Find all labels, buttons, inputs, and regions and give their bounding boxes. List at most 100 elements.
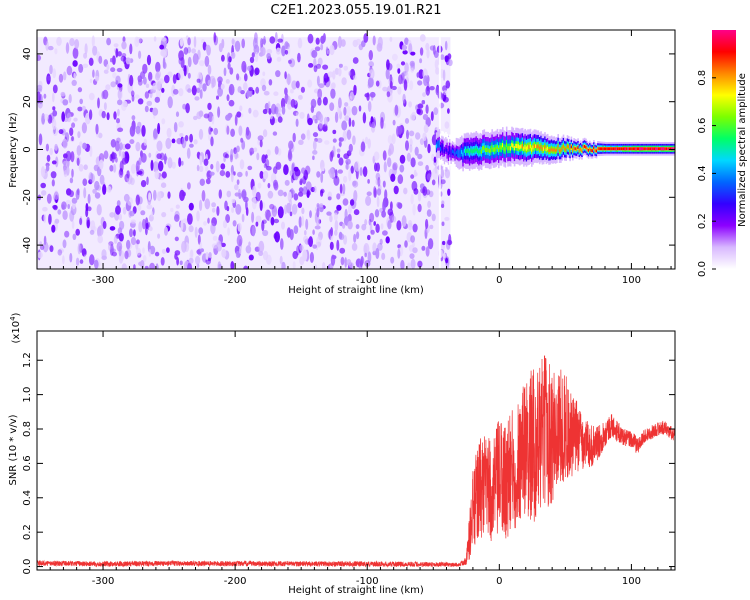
spectrogram-signal-cell: [672, 147, 674, 151]
spectrogram-noise-blob: [124, 250, 129, 260]
spectrogram-noise-blob: [180, 219, 184, 231]
spectrogram-noise-blob: [329, 241, 334, 251]
spectrogram-noise-blob: [297, 202, 303, 209]
spectrogram-noise-blob: [46, 154, 51, 162]
spectrogram-noise-blob: [249, 151, 253, 156]
spectrogram-noise-blob: [118, 213, 122, 221]
spectrogram-noise-blob: [387, 148, 392, 157]
spectrogram-noise-blob: [445, 80, 451, 89]
spectrogram-noise-blob: [154, 170, 160, 180]
spectrogram-noise-blob: [332, 138, 337, 143]
spectrogram-noise-blob: [222, 152, 228, 158]
spectrogram-noise-blob: [390, 201, 393, 211]
snr-x-tick-label: -100: [356, 576, 379, 587]
spectrogram-signal-cell: [480, 149, 483, 154]
spectrogram-signal-cell: [644, 147, 647, 151]
spectrogram-noise-blob: [425, 42, 430, 51]
spectrogram-noise-blob: [161, 248, 167, 254]
spectrogram-noise-blob: [156, 153, 162, 160]
spectrogram-noise-blob: [136, 239, 140, 245]
spectrogram-noise-blob: [432, 45, 436, 55]
spectrogram-noise-blob: [184, 135, 189, 142]
spectrogram-noise-blob: [269, 36, 276, 44]
spectrogram-noise-blob: [277, 206, 284, 219]
spectrogram-noise-blob: [306, 129, 310, 137]
spectrogram-noise-blob: [261, 220, 265, 232]
spectrogram-signal-cell: [649, 147, 652, 151]
spectrogram-x-tick-label: 0: [496, 275, 502, 286]
spectrogram-noise-blob: [311, 50, 318, 58]
spectrogram-noise-blob: [78, 164, 84, 172]
spectrogram-noise-blob: [199, 155, 203, 166]
spectrogram-noise-blob: [370, 229, 375, 235]
spectrogram-signal-cell: [459, 151, 462, 155]
spectrogram-noise-blob: [351, 119, 355, 127]
spectrogram-signal-cell: [478, 150, 480, 155]
spectrogram-noise-blob: [432, 167, 438, 180]
spectrogram-signal-cell: [495, 146, 497, 151]
spectrogram-signal-cell: [491, 145, 493, 150]
snr-x-tick-label: 100: [622, 576, 641, 587]
spectrogram-signal-cell: [474, 148, 476, 153]
spectrogram-signal-cell: [542, 147, 545, 151]
spectrogram-signal-cell: [635, 147, 637, 151]
spectrogram-noise-blob: [314, 225, 321, 230]
spectrogram-noise-blob: [252, 109, 259, 118]
spectrogram-noise-blob: [424, 227, 428, 240]
spectrogram-noise-blob: [369, 69, 374, 79]
spectrogram-noise-blob: [367, 251, 372, 263]
spectrogram-noise-blob: [265, 254, 272, 265]
spectrogram-noise-blob: [117, 108, 120, 117]
spectrogram-noise-blob: [157, 191, 162, 202]
spectrogram-noise-blob: [361, 223, 367, 231]
spectrogram-signal-cell: [624, 147, 627, 151]
spectrogram-noise-blob: [208, 126, 212, 135]
spectrogram-noise-blob: [203, 158, 209, 166]
spectrogram-signal-cell: [435, 144, 438, 148]
spectrogram-signal-cell: [653, 147, 656, 151]
spectrogram-signal-cell: [546, 146, 549, 151]
spectrogram-noise-blob: [76, 157, 80, 166]
spectrogram-signal-cell: [465, 149, 467, 154]
spectrogram-signal-cell: [668, 147, 670, 151]
spectrogram-noise-blob: [411, 180, 418, 192]
spectrogram-noise-blob: [138, 38, 143, 44]
spectrogram-noise-blob: [251, 52, 255, 58]
spectrogram-noise-blob: [416, 72, 420, 78]
spectrogram-noise-blob: [236, 179, 240, 185]
spectrogram-noise-blob: [142, 247, 145, 254]
spectrogram-noise-blob: [178, 69, 184, 80]
spectrogram-noise-blob: [223, 67, 227, 77]
spectrogram-noise-blob: [108, 243, 111, 251]
spectrogram-signal-cell: [446, 148, 449, 153]
spectrogram-noise-blob: [109, 226, 116, 231]
spectrogram-noise-blob: [442, 253, 446, 259]
spectrogram-noise-blob: [49, 245, 54, 253]
colorbar-tick-label: 0.4: [697, 165, 708, 181]
spectrogram-noise-blob: [409, 138, 413, 147]
spectrogram-noise-blob: [427, 238, 434, 250]
spectrogram-noise-blob: [361, 40, 366, 48]
spectrogram-signal-cell: [442, 146, 445, 151]
spectrogram-noise-blob: [341, 120, 348, 131]
spectrogram-signal-cell: [560, 149, 562, 153]
spectrogram-noise-blob: [397, 202, 403, 209]
spectrogram-noise-blob: [348, 95, 353, 103]
spectrogram-noise-blob: [216, 241, 222, 252]
spectrogram-noise-blob: [231, 198, 236, 204]
spectrogram-noise-blob: [140, 260, 145, 269]
spectrogram-noise-blob: [67, 204, 70, 209]
spectrogram-noise-blob: [322, 33, 326, 43]
spectrogram-noise-blob: [421, 245, 426, 251]
spectrogram-noise-blob: [41, 190, 47, 196]
spectrogram-noise-blob: [58, 248, 64, 254]
spectrogram-x-tick-label: -300: [92, 275, 115, 286]
spectrogram-noise-blob: [392, 119, 396, 126]
spectrogram-noise-blob: [280, 238, 284, 250]
colorbar-tick-label: 0.6: [697, 118, 708, 134]
spectrogram-noise-blob: [99, 159, 104, 170]
spectrogram-noise-blob: [255, 191, 261, 202]
spectrogram-noise-blob: [267, 190, 274, 199]
spectrogram-noise-blob: [355, 224, 360, 230]
spectrogram-noise-blob: [412, 223, 418, 233]
